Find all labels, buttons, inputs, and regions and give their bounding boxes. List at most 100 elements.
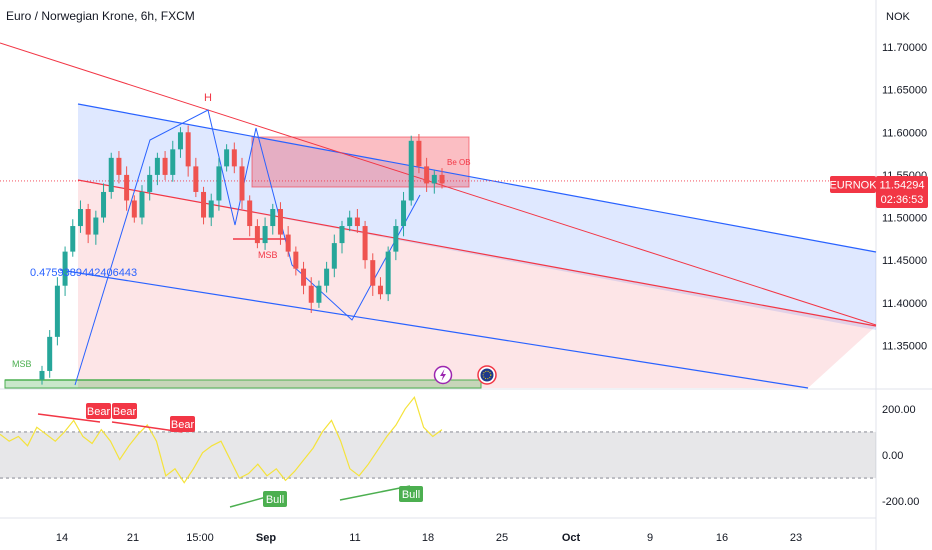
candle-body [293, 251, 299, 269]
osc-tick-label: 200.00 [882, 404, 916, 416]
candle-layer [39, 125, 445, 385]
currency-label: NOK [886, 11, 911, 23]
time-tick-label: 16 [716, 532, 728, 544]
time-tick-label: 18 [422, 532, 434, 544]
price-tag: EURNOK 11.54294 02:36:53 [829, 176, 928, 208]
price-tick-label: 11.45000 [882, 255, 927, 267]
candle-body [208, 200, 214, 218]
bear-divergence-1 [37, 413, 101, 423]
candle-body [185, 132, 191, 167]
candle-body [308, 285, 314, 303]
osc-tick-label: 0.00 [882, 450, 903, 462]
candle-body [124, 174, 130, 201]
price-tick-label: 11.70000 [882, 42, 927, 54]
candle-body [401, 200, 407, 227]
candle-body [393, 226, 399, 252]
oscillator-layer [0, 396, 876, 508]
red-channel-fill [78, 180, 876, 388]
svg-text:Bear: Bear [113, 406, 137, 418]
candle-body [316, 285, 322, 303]
candle-body [331, 243, 337, 269]
candle-body [201, 191, 207, 218]
blue-channel-fill [78, 104, 876, 330]
candle-body [162, 157, 168, 175]
head-label: H [204, 92, 212, 104]
candle-body [77, 209, 83, 227]
channel-bottom-line [59, 269, 809, 389]
candle-body [224, 149, 230, 167]
price-tick-label: 11.40000 [882, 298, 927, 310]
time-tick-label: 14 [56, 532, 68, 544]
candle-body [62, 251, 68, 286]
candle-body [416, 140, 422, 167]
oscillator-line [0, 396, 443, 484]
candle-body [39, 370, 45, 380]
candle-body [85, 209, 91, 235]
candle-body [270, 209, 276, 227]
trend-red-line [0, 42, 877, 326]
candle-body [347, 217, 353, 227]
fib-value-label: 0.4759389442406443 [30, 267, 137, 279]
lightning-icon[interactable] [433, 365, 453, 385]
bull-divergence-2 [339, 485, 411, 501]
candle-body [54, 285, 60, 337]
candle-body [439, 174, 445, 184]
price-tag-countdown: 02:36:53 [881, 194, 924, 206]
candle-body [285, 234, 291, 252]
candle-body [254, 226, 260, 244]
time-tick-label: 15:00 [186, 532, 214, 544]
bull-ob-box [4, 379, 482, 389]
axis-layer: 11.7000011.6500011.6000011.5500011.50000… [56, 42, 927, 544]
candle-body [324, 268, 330, 286]
candle-body [339, 226, 345, 244]
time-tick-label: 11 [349, 532, 360, 544]
time-tick-label: 25 [496, 532, 508, 544]
bear-ob-label: Be OB [447, 158, 471, 167]
time-tick-label: Sep [256, 532, 276, 544]
svg-text:Bull: Bull [402, 489, 420, 501]
candle-body [247, 200, 253, 227]
candle-body [385, 251, 391, 295]
osc-tick-label: -200.00 [882, 496, 919, 508]
candle-body [424, 166, 430, 184]
candle-body [131, 200, 137, 218]
bear-label-1: Bear [86, 403, 111, 419]
time-tick-label: Oct [562, 532, 581, 544]
candle-body [370, 260, 376, 286]
pattern-zigzag [74, 109, 421, 386]
candle-body [93, 217, 99, 235]
price-tag-value: 11.54294 [879, 180, 924, 192]
candle-body [362, 226, 368, 261]
candle-body [216, 166, 222, 201]
candle-body [431, 174, 437, 184]
candle-body [70, 226, 76, 252]
eu-flag-icon[interactable] [477, 365, 497, 385]
candle-body [301, 268, 307, 286]
candle-body [377, 285, 383, 295]
candle-body [108, 157, 114, 192]
price-tick-label: 11.50000 [882, 213, 927, 225]
candle-body [47, 336, 53, 371]
candle-body [147, 174, 153, 192]
candle-body [154, 157, 160, 175]
time-tick-label: 9 [647, 532, 653, 544]
candle-body [277, 209, 283, 235]
price-tick-label: 11.65000 [882, 85, 927, 97]
osc-band [0, 431, 876, 479]
candle-body [408, 140, 414, 201]
price-tick-label: 11.35000 [882, 340, 927, 352]
time-tick-label: 21 [127, 532, 139, 544]
candle-body [139, 191, 145, 218]
price-tag-symbol: EURNOK [829, 180, 877, 192]
bull-label-2: Bull [399, 486, 423, 502]
candle-body [101, 191, 107, 218]
svg-text:Bull: Bull [266, 494, 284, 506]
candle-body [170, 149, 176, 175]
msb-left-label: MSB [12, 359, 32, 369]
svg-text:Bear: Bear [87, 406, 111, 418]
candle-body [177, 132, 183, 150]
price-tick-label: 11.60000 [882, 127, 927, 139]
